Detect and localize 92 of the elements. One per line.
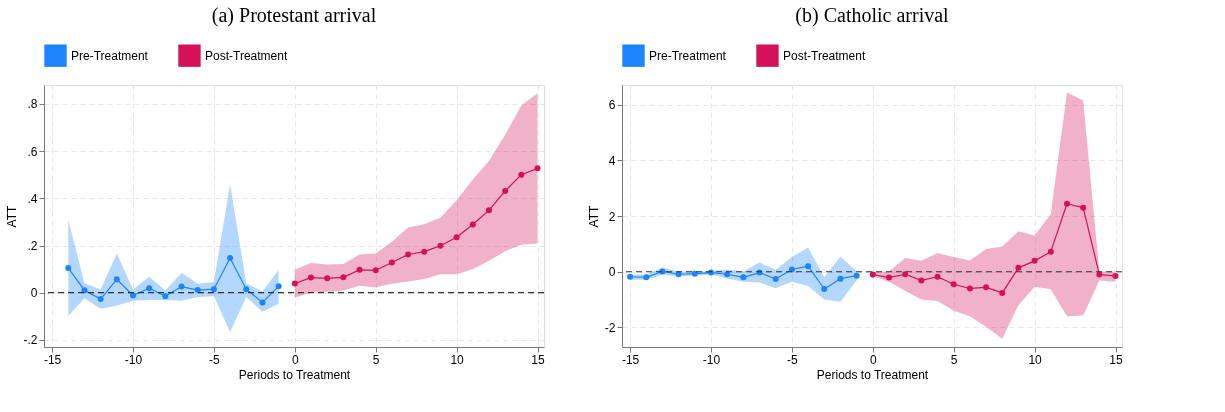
x-tick-label: 15 bbox=[531, 352, 546, 367]
y-axis-title: ATT bbox=[5, 204, 20, 228]
point bbox=[437, 242, 444, 249]
point bbox=[324, 275, 331, 282]
x-tick-label: -10 bbox=[702, 352, 721, 367]
point bbox=[372, 267, 379, 274]
x-axis-title: Periods to Treatment bbox=[816, 367, 929, 382]
point bbox=[405, 251, 412, 258]
y-tick-label: 4 bbox=[608, 153, 616, 168]
x-tick-label: 10 bbox=[1028, 352, 1043, 367]
point bbox=[1080, 204, 1087, 211]
point bbox=[885, 274, 892, 281]
y-tick-label: 0 bbox=[30, 286, 38, 301]
x-tick-label: -5 bbox=[787, 352, 799, 367]
point bbox=[724, 271, 731, 278]
point bbox=[97, 296, 104, 303]
y-tick-label: .6 bbox=[27, 144, 38, 159]
y-tick-label: 2 bbox=[608, 209, 616, 224]
point bbox=[130, 292, 136, 299]
point bbox=[227, 255, 234, 262]
y-tick-label: 0 bbox=[608, 265, 616, 280]
y-tick-label: .8 bbox=[27, 97, 38, 112]
legend-label: Pre-Treatment bbox=[649, 48, 727, 63]
point bbox=[643, 274, 650, 281]
point bbox=[421, 248, 428, 255]
x-tick-label: 0 bbox=[869, 352, 877, 367]
point bbox=[485, 207, 492, 214]
point bbox=[1112, 272, 1119, 279]
x-tick-label: 0 bbox=[291, 352, 299, 367]
point bbox=[162, 293, 169, 300]
x-tick-label: -15 bbox=[43, 352, 62, 367]
point bbox=[340, 274, 347, 281]
point bbox=[534, 165, 541, 172]
point bbox=[275, 283, 282, 290]
point bbox=[853, 272, 860, 279]
y-tick-label: .4 bbox=[27, 191, 38, 206]
y-axis-title: ATT bbox=[586, 204, 601, 228]
legend-label: Post-Treatment bbox=[205, 48, 288, 63]
point bbox=[869, 271, 876, 278]
point bbox=[388, 259, 395, 266]
point bbox=[821, 286, 828, 293]
point bbox=[65, 264, 72, 271]
y-tick-label: -.2 bbox=[23, 333, 38, 348]
point bbox=[194, 287, 201, 294]
point bbox=[453, 234, 460, 241]
point bbox=[113, 276, 120, 283]
point bbox=[1015, 264, 1022, 271]
point bbox=[837, 275, 844, 282]
point bbox=[259, 299, 266, 306]
point bbox=[178, 283, 185, 290]
chart-title: (b) Catholic arrival bbox=[795, 4, 950, 27]
point bbox=[918, 277, 925, 284]
point bbox=[502, 187, 509, 194]
y-tick-label: -2 bbox=[604, 320, 616, 335]
point bbox=[1096, 271, 1103, 278]
point bbox=[772, 276, 779, 282]
point bbox=[243, 286, 250, 293]
point bbox=[983, 284, 990, 291]
x-tick-label: 5 bbox=[950, 352, 958, 367]
x-tick-label: -15 bbox=[621, 352, 640, 367]
point bbox=[934, 273, 941, 280]
point bbox=[469, 221, 476, 228]
point bbox=[291, 280, 298, 287]
point bbox=[1047, 248, 1054, 255]
x-tick-label: -10 bbox=[124, 352, 143, 367]
x-axis-title: Periods to Treatment bbox=[238, 367, 351, 382]
point bbox=[740, 274, 747, 281]
x-tick-label: -5 bbox=[209, 352, 221, 367]
chart-title: (a) Protestant arrival bbox=[211, 4, 377, 27]
y-tick-label: .2 bbox=[27, 239, 38, 253]
point bbox=[356, 266, 363, 273]
x-tick-label: 15 bbox=[1109, 352, 1124, 367]
point bbox=[1063, 200, 1070, 207]
point bbox=[307, 274, 314, 281]
point bbox=[902, 271, 909, 278]
point bbox=[146, 285, 153, 292]
legend-label: Post-Treatment bbox=[783, 48, 866, 63]
point bbox=[518, 171, 525, 178]
point bbox=[691, 270, 698, 277]
legend-label: Pre-Treatment bbox=[71, 48, 149, 63]
point bbox=[210, 286, 217, 293]
y-tick-label: 6 bbox=[608, 98, 616, 113]
point bbox=[966, 285, 973, 292]
point bbox=[1031, 257, 1038, 264]
x-tick-label: 10 bbox=[450, 352, 465, 367]
point bbox=[627, 273, 634, 280]
x-tick-label: 5 bbox=[372, 352, 380, 367]
point bbox=[81, 287, 88, 294]
point bbox=[805, 263, 812, 270]
point bbox=[675, 271, 682, 278]
point bbox=[999, 289, 1006, 296]
point bbox=[950, 281, 957, 288]
